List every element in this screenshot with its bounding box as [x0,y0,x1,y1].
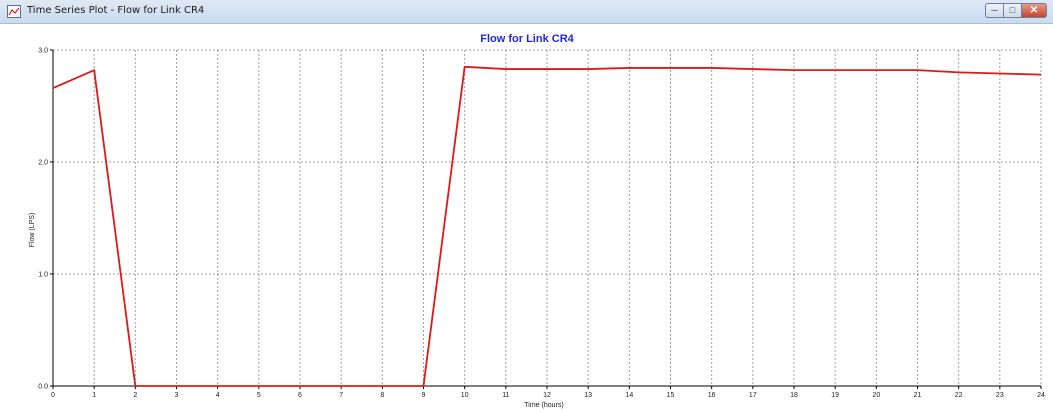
x-axis-label: Time (hours) [524,402,563,409]
x-tick-label: 6 [298,392,302,399]
grid-layer [53,49,1042,386]
x-tick-label: 24 [1037,392,1045,399]
y-tick-label: 0.0 [38,384,48,391]
ticks-layer: 0 1 2 3 4 5 6 7 8 9 10 11 12 13 14 15 16 17 18 19 20 21 22 23 24… [38,48,1045,400]
y-tick-label: 1.0 [38,272,48,279]
y-axis-label: Flow (LPS) [29,213,36,248]
close-icon: ✕ [1029,4,1039,16]
plot-area: Flow for Link CR4 0 1 2 3 4 5 6 7 8 9 10 11 12 13 14 15… [0,24,1053,412]
maximize-icon: □ [1009,5,1016,15]
x-tick-label: 23 [996,392,1004,399]
x-tick-label: 10 [461,392,469,399]
x-tick-label: 22 [955,392,963,399]
x-tick-label: 17 [749,392,757,399]
x-tick-label: 2 [133,392,137,399]
x-tick-label: 1 [92,392,96,399]
x-tick-label: 15 [667,392,675,399]
maximize-button[interactable]: □ [1003,3,1021,18]
flow-chart: Flow for Link CR4 0 1 2 3 4 5 6 7 8 9 10 11 12 13 14 15… [29,33,1045,409]
series-line [52,65,1042,387]
x-tick-label: 12 [543,392,551,399]
x-tick-label: 7 [339,392,343,399]
chart-title: Flow for Link CR4 [480,33,574,45]
close-button[interactable]: ✕ [1021,3,1047,18]
x-tick-label: 4 [216,392,220,399]
x-tick-label: 8 [380,392,384,399]
x-tick-label: 18 [790,392,798,399]
window-title: Time Series Plot - Flow for Link CR4 [27,5,205,16]
series-layer [52,65,1042,387]
y-tick-label: 2.0 [38,160,48,167]
window-controls: ─ □ ✕ [985,3,1047,20]
x-tick-label: 14 [625,392,633,399]
y-tick-label: 3.0 [38,48,48,55]
title-bar[interactable]: Time Series Plot - Flow for Link CR4 ─ □… [0,0,1053,24]
x-tick-label: 13 [584,392,592,399]
x-tick-label: 19 [831,392,839,399]
x-tick-label: 3 [175,392,179,399]
x-tick-label: 9 [422,392,426,399]
x-tick-label: 0 [51,392,55,399]
x-tick-label: 21 [914,392,922,399]
x-tick-label: 5 [257,392,261,399]
x-tick-label: 20 [872,392,880,399]
minimize-button[interactable]: ─ [985,3,1003,18]
x-tick-label: 16 [708,392,716,399]
chart-icon [7,5,21,18]
x-tick-label: 11 [502,392,509,399]
minimize-icon: ─ [991,5,998,15]
